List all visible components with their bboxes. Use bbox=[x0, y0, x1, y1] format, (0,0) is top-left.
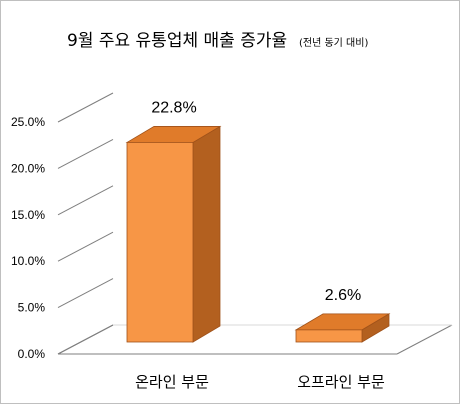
y-tick-label: 15.0% bbox=[11, 208, 45, 222]
y-tick-line bbox=[57, 185, 114, 216]
floor-right-edge bbox=[396, 324, 453, 355]
y-tick-line bbox=[57, 231, 114, 262]
data-label: 22.8% bbox=[151, 99, 196, 116]
y-tick-line bbox=[57, 92, 114, 123]
y-tick-line bbox=[57, 324, 114, 355]
y-tick-label: 20.0% bbox=[11, 161, 45, 175]
data-label: 2.6% bbox=[325, 287, 361, 304]
y-tick-label: 0.0% bbox=[18, 347, 46, 361]
bars bbox=[125, 125, 391, 343]
bar bbox=[125, 125, 222, 343]
chart-title: 9월 주요 유통업체 매출 증가율 bbox=[67, 31, 287, 51]
category-label: 오프라인 부문 bbox=[297, 373, 385, 391]
y-tick-label: 10.0% bbox=[11, 254, 45, 268]
y-tick-label: 25.0% bbox=[11, 115, 45, 129]
bar-front bbox=[126, 142, 194, 343]
bar-front bbox=[295, 329, 363, 343]
bar bbox=[294, 313, 391, 343]
axes: 0.0% 5.0% 10.0% 15.0% 20.0% 25.0% bbox=[11, 92, 453, 361]
bar-side bbox=[192, 125, 221, 343]
y-tick-line bbox=[57, 278, 114, 309]
category-label: 온라인 부문 bbox=[135, 373, 209, 391]
chart-subtitle: (전년 동기 대비) bbox=[299, 37, 368, 49]
y-tick-line bbox=[57, 138, 114, 169]
y-tick-label: 5.0% bbox=[18, 301, 46, 315]
labels: 22.8% 온라인 부문 2.6% 오프라인 부문 bbox=[135, 99, 385, 391]
